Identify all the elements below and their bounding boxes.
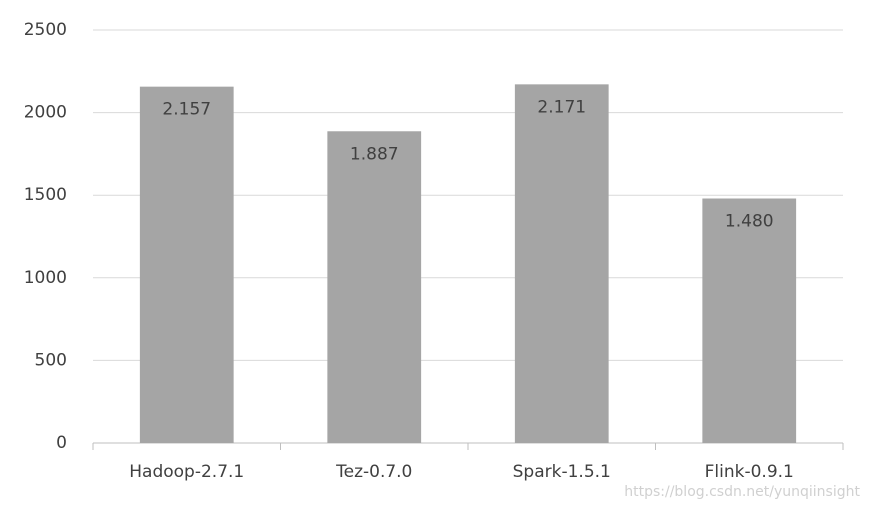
x-tick-label: Spark-1.5.1 <box>513 462 611 482</box>
bar <box>139 86 234 443</box>
x-tick-label: Flink-0.9.1 <box>705 462 794 482</box>
value-label: 2.157 <box>162 100 211 120</box>
value-label: 1.887 <box>350 144 399 164</box>
y-tick-label: 2500 <box>24 20 67 40</box>
y-tick-label: 1000 <box>24 268 67 288</box>
x-tick-label: Tez-0.7.0 <box>335 462 412 482</box>
y-tick-label: 2000 <box>24 103 67 123</box>
value-label: 2.171 <box>537 97 586 117</box>
y-tick-label: 1500 <box>24 185 67 205</box>
bar <box>327 131 422 444</box>
bar <box>514 84 609 443</box>
y-tick-label: 500 <box>35 350 67 370</box>
watermark: https://blog.csdn.net/yunqiinsight <box>624 484 860 500</box>
y-tick-label: 0 <box>56 433 67 453</box>
x-tick-label: Hadoop-2.7.1 <box>129 462 244 482</box>
value-label: 1.480 <box>725 212 774 232</box>
bar <box>702 198 797 443</box>
